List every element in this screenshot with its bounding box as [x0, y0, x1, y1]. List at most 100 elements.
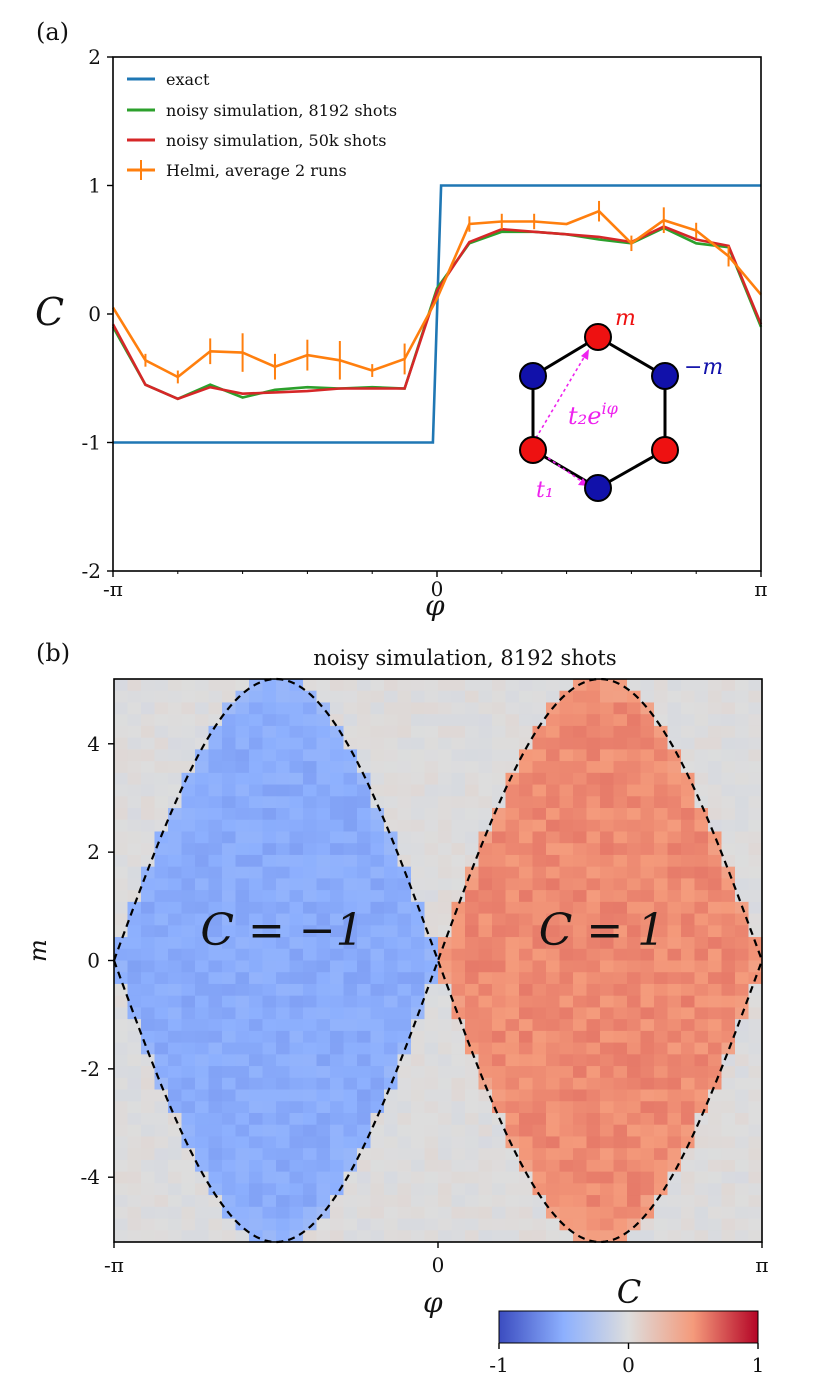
heatmap-cell: [613, 948, 628, 962]
heatmap-cell: [505, 901, 520, 915]
heatmap-cell: [735, 913, 750, 926]
heatmap-cell: [384, 1101, 399, 1114]
heatmap-cell: [586, 1183, 601, 1196]
heatmap-cell: [505, 702, 520, 715]
heatmap-cell: [505, 866, 520, 879]
heatmap-cell: [492, 913, 507, 926]
heatmap-cell: [451, 737, 466, 750]
heatmap-cell: [640, 1030, 655, 1044]
heatmap-cell: [330, 937, 345, 950]
heatmap-cell: [640, 737, 655, 750]
heatmap-cell: [384, 749, 399, 762]
heatmap-cell: [613, 1019, 628, 1032]
heatmap-cell: [708, 808, 723, 821]
heatmap-cell: [465, 937, 480, 950]
heatmap-cell: [519, 960, 534, 973]
heatmap-cell: [505, 913, 520, 926]
heatmap-cell: [640, 1054, 655, 1067]
heatmap-cell: [438, 1030, 453, 1044]
heatmap-cell: [181, 948, 196, 962]
heatmap-cell: [316, 937, 331, 950]
heatmap-cell: [249, 1030, 264, 1044]
heatmap-cell: [546, 772, 561, 786]
heatmap-cell: [613, 737, 628, 750]
heatmap-cell: [357, 995, 372, 1009]
heatmap-cell: [492, 1230, 507, 1243]
heatmap-cell: [748, 749, 763, 762]
heatmap-cell: [262, 690, 277, 704]
heatmap-cell: [370, 854, 385, 868]
heatmap-cell: [276, 819, 291, 833]
heatmap-cell: [478, 1148, 493, 1161]
heatmap-cell: [532, 1007, 547, 1020]
heatmap-cell: [438, 1183, 453, 1196]
heatmap-cell: [505, 1019, 520, 1032]
heatmap-cell: [708, 1183, 723, 1196]
heatmap-cell: [424, 1007, 439, 1020]
heatmap-cell: [735, 1136, 750, 1149]
heatmap-cell: [289, 702, 304, 715]
heatmap-cell: [532, 1124, 547, 1138]
heatmap-cell: [627, 1171, 642, 1184]
heatmap-cell: [330, 1124, 345, 1138]
heatmap-cell: [195, 761, 210, 774]
heatmap-cell: [249, 937, 264, 950]
heatmap-cell: [627, 960, 642, 973]
heatmap-cell: [316, 948, 331, 962]
heatmap-cell: [397, 925, 412, 938]
heatmap-cell: [708, 690, 723, 704]
heatmap-cell: [748, 1124, 763, 1138]
heatmap-cell: [343, 1089, 358, 1102]
heatmap-cell: [289, 737, 304, 750]
phase-boundary: [112, 677, 764, 1244]
heatmap-cell: [519, 1148, 534, 1161]
heatmap-cell: [519, 925, 534, 938]
heatmap-cell: [114, 1136, 129, 1149]
heatmap-cell: [154, 901, 169, 915]
heatmap-cell: [289, 761, 304, 774]
heatmap-cell: [546, 1007, 561, 1020]
heatmap-cell: [465, 1148, 480, 1161]
heatmap-cell: [289, 878, 304, 891]
heatmap-cell: [654, 1077, 669, 1091]
heatmap-cell: [667, 772, 682, 786]
heatmap-cell: [370, 737, 385, 750]
heatmap-cell: [276, 1148, 291, 1161]
heatmap-cell: [114, 737, 129, 750]
heatmap-cell: [289, 1007, 304, 1020]
heatmap-cell: [438, 690, 453, 704]
heatmap-cell: [424, 690, 439, 704]
heatmap-cell: [559, 1030, 574, 1044]
heatmap-cell: [411, 679, 426, 692]
heatmap-cell: [303, 878, 318, 891]
heatmap-cell: [505, 1030, 520, 1044]
heatmap-cell: [573, 831, 588, 844]
heatmap-cell: [316, 960, 331, 973]
heatmap-cell: [667, 1077, 682, 1091]
heatmap-cell: [235, 1136, 250, 1149]
heatmap-cell: [411, 831, 426, 844]
heatmap-cell: [559, 901, 574, 915]
heatmap-cell: [114, 1148, 129, 1161]
heatmap-cell: [384, 679, 399, 692]
heatmap-cell: [289, 854, 304, 868]
heatmap-cell: [654, 796, 669, 809]
heatmap-cell: [613, 1195, 628, 1208]
heatmap-cell: [721, 784, 736, 797]
heatmap-cell: [654, 749, 669, 762]
heatmap-cell: [181, 772, 196, 786]
heatmap-cell: [654, 1030, 669, 1044]
heatmap-cell: [735, 714, 750, 727]
heatmap-cell: [721, 749, 736, 762]
heatmap-cell: [127, 1030, 142, 1044]
heatmap-cell: [384, 714, 399, 727]
heatmap-cell: [681, 1171, 696, 1184]
heatmap-cell: [127, 1089, 142, 1102]
heatmap-cell: [613, 983, 628, 997]
heatmap-cell: [451, 1124, 466, 1138]
heatmap-cell: [343, 937, 358, 950]
heatmap-cell: [478, 1124, 493, 1138]
heatmap-cell: [235, 995, 250, 1009]
heatmap-cell: [181, 854, 196, 868]
heatmap-cell: [492, 878, 507, 891]
